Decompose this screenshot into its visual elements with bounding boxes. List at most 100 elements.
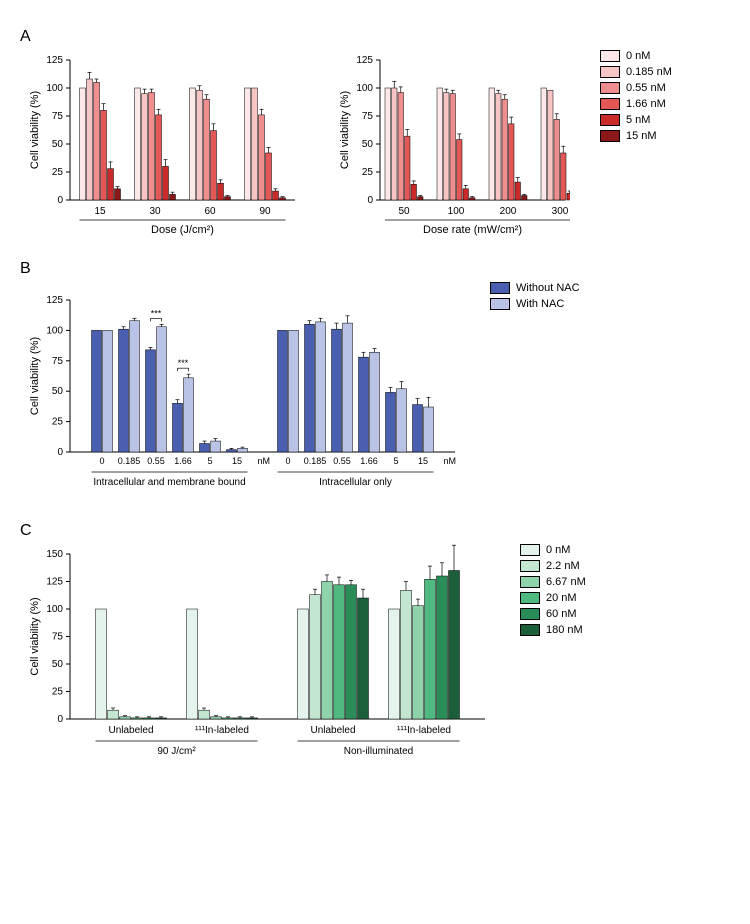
panel-a: A 0255075100125Cell viability (%)1530609…	[20, 28, 730, 240]
svg-text:60: 60	[204, 206, 216, 217]
svg-text:Non-illuminated: Non-illuminated	[344, 746, 413, 757]
svg-text:50: 50	[398, 206, 410, 217]
svg-text:nM: nM	[444, 456, 457, 466]
svg-text:90 J/cm²: 90 J/cm²	[157, 746, 196, 757]
panel-a-left-chart: 0255075100125Cell viability (%)15306090D…	[20, 50, 300, 240]
legend-label: 6.67 nM	[546, 576, 586, 588]
legend-item: 60 nM	[520, 608, 586, 620]
svg-text:75: 75	[362, 111, 374, 122]
legend-label: 1.66 nM	[626, 98, 666, 110]
panel-c-legend: 0 nM 2.2 nM 6.67 nM 20 nM 60 nM 180 nM	[520, 544, 586, 640]
svg-text:***: ***	[151, 308, 162, 318]
svg-text:50: 50	[52, 659, 64, 670]
svg-text:0: 0	[285, 456, 290, 466]
svg-text:0: 0	[367, 195, 373, 206]
legend-item: 20 nM	[520, 592, 586, 604]
svg-text:0.185: 0.185	[118, 456, 141, 466]
svg-text:0: 0	[57, 195, 63, 206]
legend-item: 6.67 nM	[520, 576, 586, 588]
legend-label: 5 nM	[626, 114, 650, 126]
svg-text:25: 25	[52, 687, 64, 698]
svg-text:0: 0	[99, 456, 104, 466]
svg-text:100: 100	[448, 206, 465, 217]
panel-c-label: C	[20, 522, 730, 540]
legend-item: 0.185 nM	[600, 66, 672, 78]
legend-swatch	[600, 98, 620, 110]
legend-item: With NAC	[490, 298, 580, 310]
legend-label: 0 nM	[546, 544, 570, 556]
panel-b-legend: Without NAC With NAC	[490, 282, 580, 314]
legend-item: 5 nM	[600, 114, 672, 126]
legend-item: 0.55 nM	[600, 82, 672, 94]
legend-swatch	[520, 544, 540, 556]
legend-item: 0 nM	[520, 544, 586, 556]
svg-text:25: 25	[52, 167, 64, 178]
legend-label: 0.185 nM	[626, 66, 672, 78]
legend-swatch	[520, 576, 540, 588]
svg-text:50: 50	[52, 386, 64, 397]
svg-text:Dose rate (mW/cm²): Dose rate (mW/cm²)	[423, 224, 522, 236]
legend-swatch	[520, 560, 540, 572]
svg-text:300: 300	[552, 206, 569, 217]
svg-text:5: 5	[207, 456, 212, 466]
panel-b: B 0255075100125Cell viability (%)00.1850…	[20, 260, 730, 502]
legend-label: 20 nM	[546, 592, 577, 604]
legend-swatch	[520, 624, 540, 636]
svg-text:Cell viability (%): Cell viability (%)	[29, 91, 41, 169]
svg-text:100: 100	[46, 83, 63, 94]
svg-text:Unlabeled: Unlabeled	[310, 725, 355, 736]
svg-text:Dose (J/cm²): Dose (J/cm²)	[151, 224, 214, 236]
panel-a-legend: 0 nM 0.185 nM 0.55 nM 1.66 nM 5 nM 15 nM	[600, 50, 672, 146]
svg-text:Unlabeled: Unlabeled	[108, 725, 153, 736]
legend-item: 15 nM	[600, 130, 672, 142]
legend-swatch	[600, 130, 620, 142]
legend-item: 180 nM	[520, 624, 586, 636]
svg-text:100: 100	[356, 83, 373, 94]
legend-swatch	[600, 114, 620, 126]
svg-text:50: 50	[52, 139, 64, 150]
svg-text:75: 75	[52, 356, 64, 367]
svg-text:Cell viability (%): Cell viability (%)	[29, 337, 41, 415]
svg-text:25: 25	[52, 417, 64, 428]
legend-label: With NAC	[516, 298, 564, 310]
svg-text:75: 75	[52, 632, 64, 643]
panel-a-label: A	[20, 28, 730, 46]
svg-text:50: 50	[362, 139, 374, 150]
legend-swatch	[520, 592, 540, 604]
legend-swatch	[490, 298, 510, 310]
legend-swatch	[600, 50, 620, 62]
panel-c-row: 0255075100125150Cell viability (%)Unlabe…	[20, 544, 730, 774]
legend-label: 60 nM	[546, 608, 577, 620]
svg-text:nM: nM	[258, 456, 271, 466]
svg-text:125: 125	[46, 577, 63, 588]
svg-text:***: ***	[178, 358, 189, 368]
svg-text:0.185: 0.185	[304, 456, 327, 466]
legend-label: 2.2 nM	[546, 560, 580, 572]
svg-text:125: 125	[46, 295, 63, 306]
legend-label: Without NAC	[516, 282, 580, 294]
svg-text:15: 15	[94, 206, 106, 217]
svg-text:100: 100	[46, 604, 63, 615]
svg-text:Cell viability (%): Cell viability (%)	[339, 91, 351, 169]
svg-text:Intracellular and membrane bou: Intracellular and membrane bound	[93, 477, 245, 488]
panel-a-right-chart: 0255075100125Cell viability (%)501002003…	[330, 50, 570, 240]
legend-swatch	[520, 608, 540, 620]
legend-swatch	[600, 82, 620, 94]
legend-item: 1.66 nM	[600, 98, 672, 110]
svg-text:0.55: 0.55	[333, 456, 351, 466]
svg-text:5: 5	[393, 456, 398, 466]
svg-text:Cell viability (%): Cell viability (%)	[29, 597, 41, 675]
svg-text:0.55: 0.55	[147, 456, 165, 466]
legend-label: 15 nM	[626, 130, 657, 142]
legend-item: 2.2 nM	[520, 560, 586, 572]
svg-text:Intracellular only: Intracellular only	[319, 477, 392, 488]
legend-item: Without NAC	[490, 282, 580, 294]
panel-c-chart: 0255075100125150Cell viability (%)Unlabe…	[20, 544, 490, 774]
svg-text:¹¹¹In-labeled: ¹¹¹In-labeled	[195, 725, 249, 736]
svg-text:125: 125	[46, 55, 63, 66]
panel-b-label: B	[20, 260, 730, 278]
panel-a-row: 0255075100125Cell viability (%)15306090D…	[20, 50, 730, 240]
svg-text:125: 125	[356, 55, 373, 66]
legend-label: 0 nM	[626, 50, 650, 62]
panel-c: C 0255075100125150Cell viability (%)Unla…	[20, 522, 730, 774]
